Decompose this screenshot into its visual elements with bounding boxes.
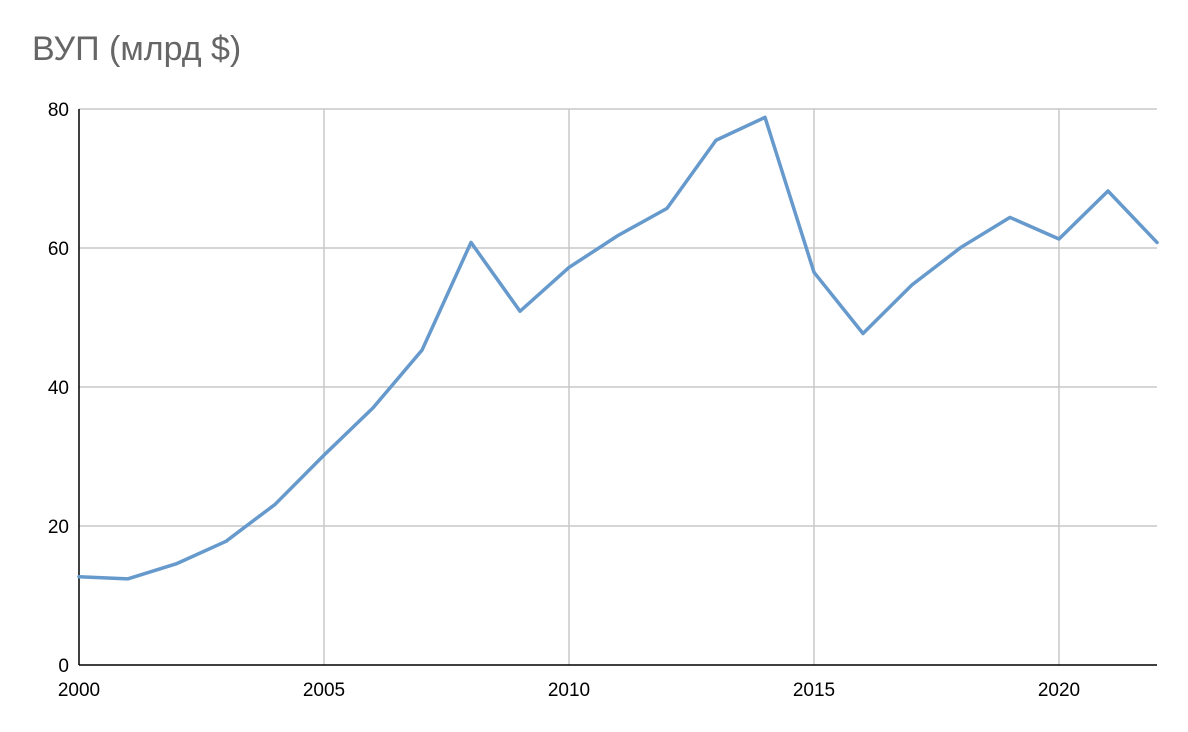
data-point-2020 [1057, 237, 1061, 241]
x-tick-label-2010: 2010 [548, 680, 590, 701]
data-point-2017 [910, 283, 914, 287]
data-point-2011 [616, 233, 620, 237]
data-point-2001 [126, 577, 130, 581]
x-tick-label-2005: 2005 [303, 680, 345, 701]
y-tick-label-80: 80 [48, 100, 69, 121]
series-line-0 [77, 115, 1159, 581]
data-point-2007 [420, 348, 424, 352]
y-tick-label-20: 20 [48, 517, 69, 538]
data-point-2021 [1106, 189, 1110, 193]
data-point-2005 [322, 453, 326, 457]
x-tick-label-2020: 2020 [1038, 680, 1080, 701]
data-point-2016 [861, 331, 865, 335]
chart-title: ВУП (млрд $) [32, 30, 242, 68]
axes [78, 109, 1157, 666]
data-point-2018 [959, 245, 963, 249]
x-tick-label-2000: 2000 [58, 680, 100, 701]
data-point-2015 [812, 270, 816, 274]
x-tick-label-2015: 2015 [793, 680, 835, 701]
data-point-2003 [224, 539, 228, 543]
y-tick-label-40: 40 [48, 378, 69, 399]
data-point-2000 [77, 575, 81, 579]
data-point-2008 [469, 240, 473, 244]
series-group [77, 115, 1159, 581]
x-tick-labels: 2000 2005 2010 2015 2020 [58, 680, 1080, 701]
y-tick-label-60: 60 [48, 239, 69, 260]
data-point-2014 [763, 115, 767, 119]
data-point-2009 [518, 309, 522, 313]
y-tick-labels: 0 20 40 60 80 [48, 100, 69, 677]
data-point-2022 [1155, 240, 1159, 244]
data-point-2010 [567, 265, 571, 269]
data-point-2004 [273, 502, 277, 506]
data-point-2006 [371, 406, 375, 410]
data-point-2012 [665, 206, 669, 210]
data-point-2019 [1008, 215, 1012, 219]
data-point-2002 [175, 562, 179, 566]
data-point-2013 [714, 138, 718, 142]
y-tick-label-0: 0 [58, 656, 69, 677]
grid-lines [79, 108, 1157, 665]
